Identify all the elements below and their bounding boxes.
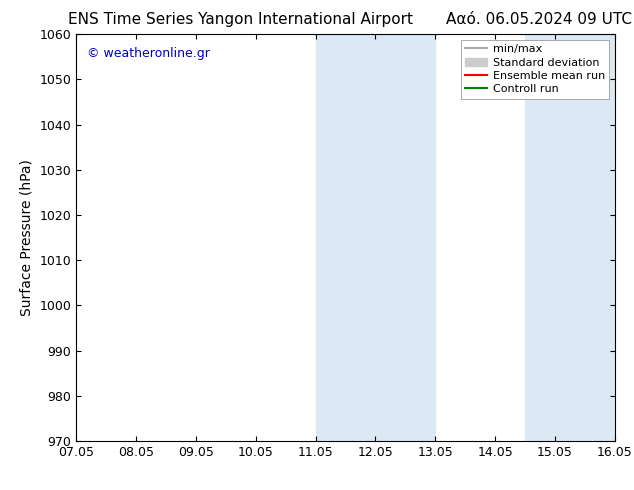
Y-axis label: Surface Pressure (hPa): Surface Pressure (hPa) (20, 159, 34, 316)
Text: © weatheronline.gr: © weatheronline.gr (87, 47, 210, 59)
Bar (525, 34, 615, 441)
Legend: min/max, Standard deviation, Ensemble mean run, Controll run: min/max, Standard deviation, Ensemble me… (460, 40, 609, 99)
Text: Ααό. 06.05.2024 09 UTC: Ααό. 06.05.2024 09 UTC (446, 12, 632, 27)
Text: ENS Time Series Yangon International Airport: ENS Time Series Yangon International Air… (68, 12, 413, 27)
Bar (316, 34, 436, 441)
